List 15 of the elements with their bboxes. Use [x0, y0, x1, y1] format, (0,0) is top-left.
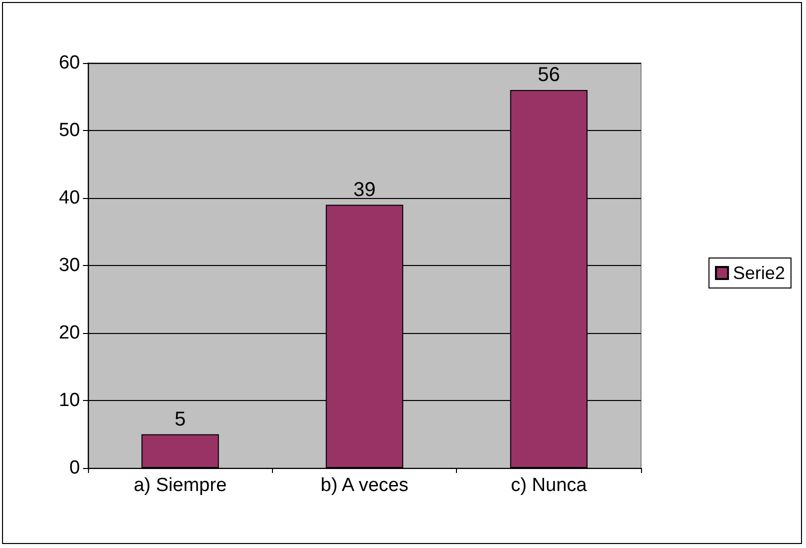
data-label: 56 [538, 64, 560, 86]
y-tick-label: 60 [58, 52, 80, 74]
y-tick-label: 20 [58, 322, 80, 344]
y-tick-label: 10 [58, 390, 80, 411]
y-tick-label: 0 [69, 458, 80, 478]
data-label: 39 [353, 178, 376, 201]
legend-label: Serie2 [732, 263, 785, 283]
x-tick-label: c) Nunca [510, 475, 588, 496]
x-tick-label: b) A veces [320, 475, 408, 496]
y-tick-label: 40 [58, 188, 80, 208]
bar [141, 434, 219, 468]
y-tick-label: 50 [58, 120, 80, 141]
x-tick-label: a) Siempre [134, 475, 227, 496]
y-tick-label: 30 [58, 255, 80, 276]
data-label: 5 [174, 408, 186, 430]
